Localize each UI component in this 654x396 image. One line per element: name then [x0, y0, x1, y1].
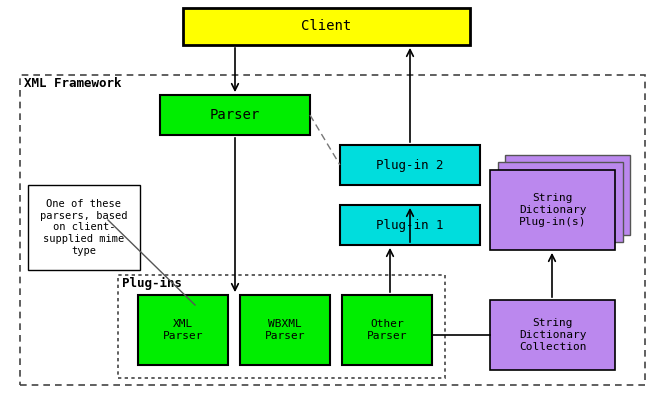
Text: XML Framework: XML Framework: [24, 77, 122, 90]
Bar: [138, 295, 228, 365]
Bar: [118, 275, 445, 378]
Text: Client: Client: [301, 19, 352, 34]
Bar: [340, 145, 480, 185]
Text: Plug-in 1: Plug-in 1: [376, 219, 444, 232]
Bar: [240, 295, 330, 365]
Bar: [490, 300, 615, 370]
Bar: [498, 162, 623, 242]
Bar: [342, 295, 432, 365]
Text: String
Dictionary
Collection: String Dictionary Collection: [519, 318, 586, 352]
Text: XML
Parser: XML Parser: [163, 319, 203, 341]
Bar: [28, 185, 140, 270]
Text: String
Dictionary
Plug-in(s): String Dictionary Plug-in(s): [519, 193, 586, 227]
Text: WBXML
Parser: WBXML Parser: [265, 319, 305, 341]
Bar: [490, 170, 615, 250]
Text: Other
Parser: Other Parser: [367, 319, 407, 341]
Text: One of these
parsers, based
on client-
supplied mime
type: One of these parsers, based on client- s…: [41, 199, 128, 256]
Bar: [505, 155, 630, 235]
Bar: [340, 205, 480, 245]
Text: Plug-ins: Plug-ins: [122, 277, 182, 290]
Text: Plug-in 2: Plug-in 2: [376, 158, 444, 171]
Text: Parser: Parser: [210, 108, 260, 122]
Bar: [20, 75, 645, 385]
Bar: [160, 95, 310, 135]
Bar: [183, 8, 470, 45]
